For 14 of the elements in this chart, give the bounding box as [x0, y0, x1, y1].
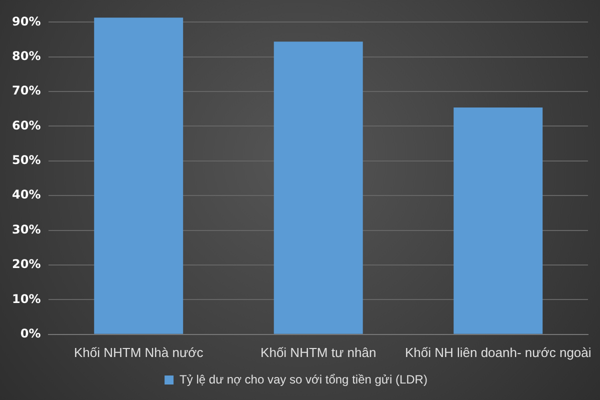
- x-tick-label: Khối NHTM tư nhân: [260, 344, 376, 360]
- y-tick-label: 20%: [12, 257, 41, 272]
- y-tick-label: 40%: [12, 188, 41, 202]
- y-tick-label: 0%: [20, 326, 41, 341]
- y-tick-label: 80%: [12, 48, 41, 63]
- x-tick-label: Khối NH liên doanh- nước ngoài: [404, 344, 592, 360]
- y-tick-label: 50%: [12, 153, 41, 168]
- y-tick-label: 30%: [12, 222, 41, 236]
- legend-label: Tỷ lệ dư nợ cho vay so với tổng tiền gửi (LDR): [180, 372, 428, 386]
- y-tick-label: 70%: [12, 84, 41, 98]
- y-tick-label: 10%: [12, 292, 41, 306]
- y-tick-label: 90%: [12, 14, 41, 28]
- y-tick-label: 60%: [12, 118, 41, 132]
- x-tick-label: Khối NHTM Nhà nước: [74, 344, 204, 360]
